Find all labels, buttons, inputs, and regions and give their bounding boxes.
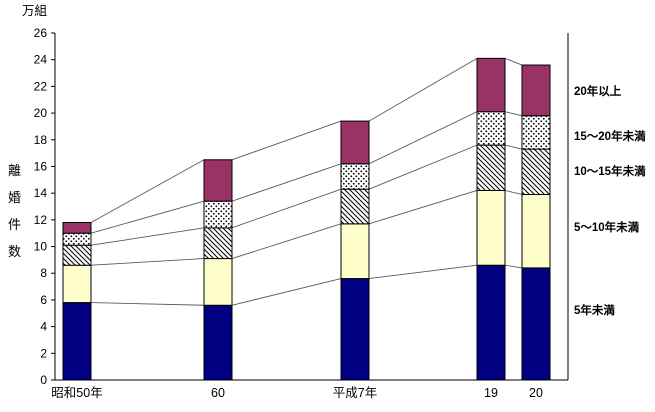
- legend-label: 20年以上: [574, 84, 622, 98]
- y-axis-title-char: 件: [8, 217, 21, 232]
- legend-label: 15～20年未満: [574, 129, 646, 143]
- bar-segment: [521, 193, 551, 269]
- bar-segment: [521, 267, 551, 381]
- bar-segment: [340, 188, 370, 225]
- bar-segment: [203, 200, 233, 229]
- bar-segment: [203, 227, 233, 260]
- y-tick-label: 0: [40, 373, 47, 387]
- bar-segment: [203, 304, 233, 381]
- x-category-label: 60: [211, 386, 225, 400]
- bar-segment: [62, 232, 92, 246]
- y-tick-label: 24: [34, 53, 48, 67]
- bar-segment: [521, 115, 551, 150]
- x-category-label: 20: [529, 386, 543, 400]
- y-tick-label: 6: [40, 293, 47, 307]
- y-tick-label: 26: [34, 26, 48, 40]
- bar-segment: [476, 111, 506, 146]
- y-axis-title-char: 婚: [8, 190, 21, 205]
- legend-label: 5年未満: [574, 303, 615, 317]
- y-tick-label: 22: [34, 79, 48, 93]
- y-tick-label: 14: [34, 186, 48, 200]
- bar-segment: [340, 120, 370, 165]
- bar-segment: [62, 222, 92, 234]
- y-tick-label: 12: [34, 213, 48, 227]
- bar-segment: [340, 163, 370, 190]
- y-tick-label: 20: [34, 106, 48, 120]
- y-tick-label: 10: [34, 240, 48, 254]
- x-category-label: 昭和50年: [51, 386, 102, 400]
- legend-label: 10～15年未満: [574, 164, 646, 178]
- x-category-label: 19: [484, 386, 498, 400]
- bar-segment: [476, 189, 506, 266]
- y-axis-title-char: 数: [8, 244, 21, 259]
- y-tick-label: 2: [40, 346, 47, 360]
- bar-segment: [476, 264, 506, 381]
- y-tick-label: 16: [34, 159, 48, 173]
- bar-segment: [521, 64, 551, 117]
- y-tick-label: 8: [40, 266, 47, 280]
- bar-segment: [340, 278, 370, 381]
- bar-segment: [521, 148, 551, 195]
- series-connector-lines: [90, 57, 523, 306]
- bar-segment: [203, 159, 233, 202]
- x-category-label: 平成7年: [333, 386, 377, 400]
- y-axis-unit-label: 万組: [22, 4, 47, 18]
- y-tick-label: 4: [40, 320, 47, 334]
- bar-segment: [62, 244, 92, 266]
- axes: [54, 33, 569, 381]
- legend-label: 5～10年未満: [574, 220, 640, 234]
- bar-segment: [203, 258, 233, 306]
- bar-segment: [476, 144, 506, 191]
- bar-segment: [62, 264, 92, 304]
- bar-segment: [340, 223, 370, 280]
- stacked-bars: [62, 57, 551, 381]
- bar-segment: [62, 302, 92, 381]
- y-tick-label: 18: [34, 133, 48, 147]
- y-axis-title-char: 離: [8, 163, 21, 178]
- legend-annotations: 5年未満 5～10年未満 10～15年未満 15～20年未満 20年以上: [574, 84, 646, 317]
- x-axis-labels: 昭和50年 60 平成7年 19 20: [51, 386, 543, 400]
- bar-segment: [476, 57, 506, 113]
